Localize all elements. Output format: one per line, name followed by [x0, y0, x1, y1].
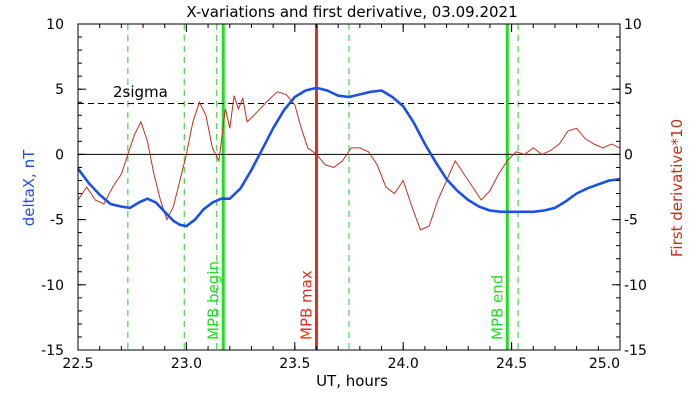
- y-axis-left-label: deltaX, nT: [20, 149, 38, 226]
- y-tick-label-left: -5: [50, 213, 64, 229]
- y-tick-label-left: -10: [41, 278, 64, 294]
- x-tick-label: 24.5: [496, 356, 527, 372]
- y-axis-right-label: First derivative*10: [668, 119, 686, 257]
- threshold-label: 2sigma: [113, 83, 168, 101]
- x-axis-label: UT, hours: [316, 372, 388, 390]
- chart-title: X-variations and first derivative, 03.09…: [186, 3, 517, 21]
- x-tick-label: 23.5: [279, 356, 310, 372]
- y-tick-label-left: 5: [55, 82, 64, 98]
- x-tick-label: 24.0: [388, 356, 419, 372]
- axes: 22.5 23.0 23.5 24.0 24.5 25.0 10 10 5 5 0 0 -5 -5 -10 -…: [41, 17, 647, 372]
- vertical-markers: MPB begin MPB max MPB end: [127, 24, 519, 350]
- y-tick-label-right: -5: [624, 213, 638, 229]
- x-tick-label: 22.5: [62, 356, 93, 372]
- labels: X-variations and first derivative, 03.09…: [20, 3, 686, 390]
- x-tick-label: 23.0: [171, 356, 202, 372]
- y-tick-label-right: 0: [624, 147, 633, 163]
- y-tick-label-right: 5: [624, 82, 633, 98]
- y-tick-label-left: -15: [41, 343, 64, 359]
- y-tick-label-right: 10: [624, 17, 642, 33]
- marker-label: MPB begin: [204, 261, 222, 340]
- series-layer: [76, 86, 621, 231]
- marker-label: MPB end: [488, 275, 506, 340]
- reference-lines: [78, 103, 620, 155]
- series-line-deltax: [76, 86, 621, 228]
- plot-frame: [77, 23, 621, 351]
- y-tick-label-right: -10: [624, 278, 647, 294]
- x-tick-label: 25.0: [589, 356, 620, 372]
- y-tick-label-right: -15: [624, 343, 647, 359]
- marker-label: MPB max: [297, 270, 315, 340]
- y-tick-label-left: 0: [55, 147, 64, 163]
- y-tick-label-left: 10: [46, 17, 64, 33]
